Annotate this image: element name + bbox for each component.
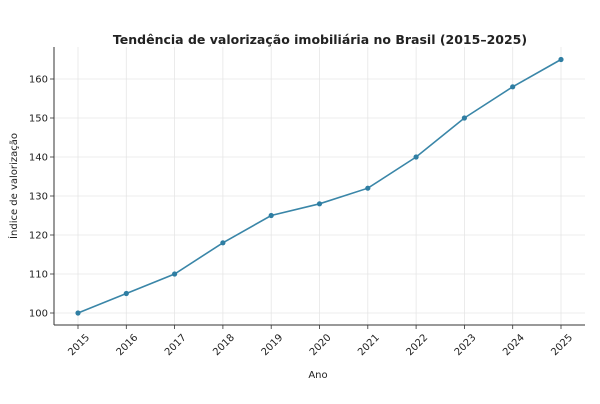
y-tick-label: 120	[29, 231, 48, 242]
y-tick-label: 150	[29, 114, 48, 125]
y-tick-label: 100	[29, 309, 48, 320]
axes	[50, 47, 585, 329]
tick-labels: 100 110 120 130 140 150 160 2015 2016 2017 2018 201…	[29, 75, 575, 359]
x-tick-label: 2024	[501, 332, 527, 358]
x-axis-label: Ano	[308, 370, 327, 381]
x-tick-label: 2020	[308, 332, 334, 358]
data-point	[268, 212, 274, 219]
y-axis-label: Índice de valorização	[7, 133, 20, 239]
x-tick-label: 2018	[211, 332, 237, 358]
data-point	[123, 290, 129, 297]
data-point	[365, 185, 371, 191]
x-tick-label: 2019	[260, 332, 286, 358]
x-tick-label: 2017	[163, 332, 189, 358]
y-tick-label: 130	[29, 192, 48, 203]
series-line	[75, 56, 564, 316]
x-tick-label: 2021	[356, 332, 382, 358]
x-tick-label: 2016	[115, 332, 141, 358]
chart-title: Tendência de valorização imobiliária no …	[113, 32, 527, 47]
data-point	[413, 154, 419, 160]
x-tick-label: 2015	[66, 332, 92, 358]
data-point	[220, 240, 226, 246]
data-point	[510, 84, 516, 90]
data-point	[75, 310, 81, 316]
y-tick-label: 160	[29, 75, 48, 86]
gridlines	[54, 47, 585, 325]
y-tick-label: 140	[29, 153, 48, 164]
x-tick-label: 2022	[404, 332, 430, 358]
data-point	[558, 56, 564, 63]
data-point	[461, 115, 467, 121]
y-tick-label: 110	[29, 270, 48, 281]
x-tick-label: 2025	[549, 332, 575, 358]
data-point	[172, 271, 178, 277]
x-tick-label: 2023	[453, 332, 479, 358]
data-point	[316, 201, 323, 207]
